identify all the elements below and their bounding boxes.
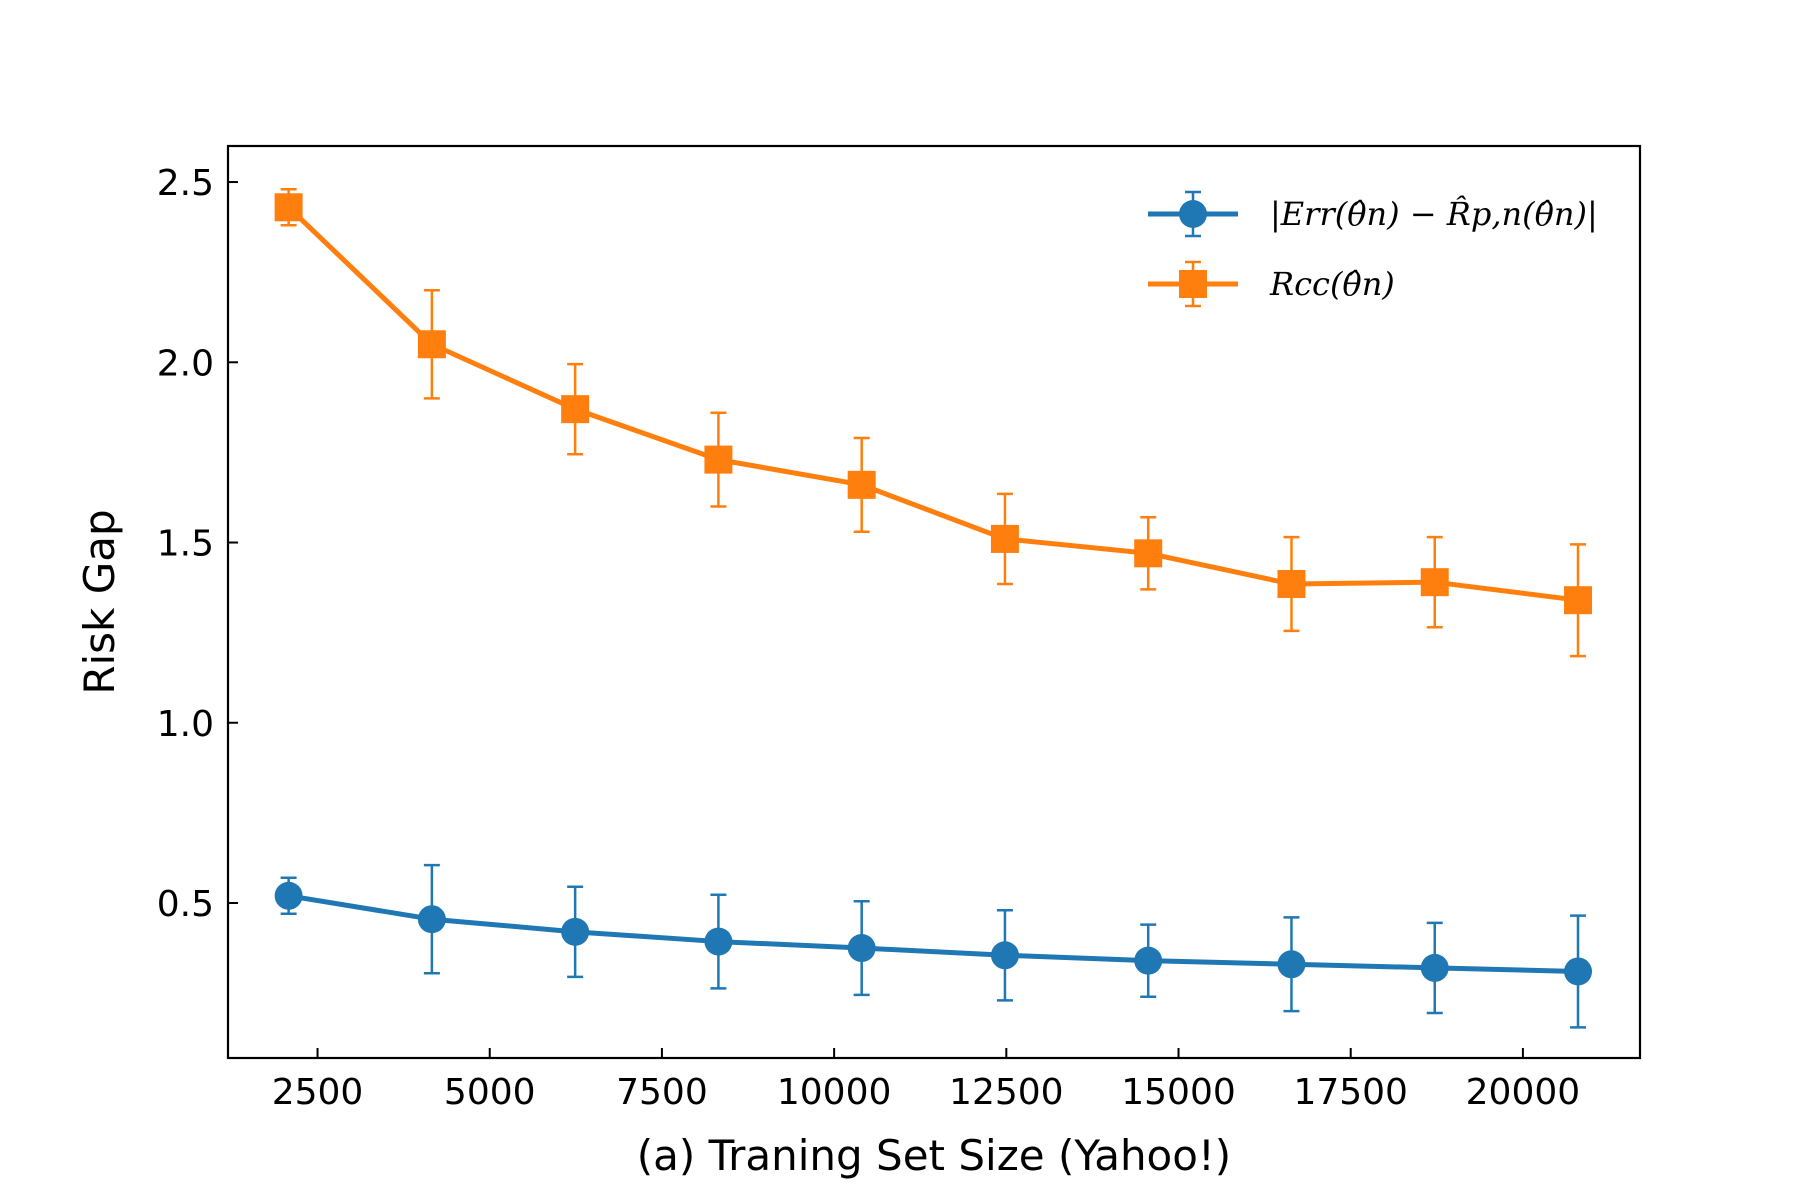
data-point — [274, 881, 303, 910]
y-tick-label: 2.5 — [157, 163, 214, 204]
series-1 — [274, 863, 1593, 1029]
data-point — [561, 917, 590, 946]
data-point — [990, 524, 1019, 553]
data-point — [561, 395, 590, 424]
y-axis-label: Risk Gap — [75, 509, 124, 694]
legend-item-1: |Err(θ̂n) − R̂p,n(θ̂n)| — [1148, 190, 1598, 238]
data-point — [847, 470, 876, 499]
data-point — [847, 934, 876, 963]
x-tick-label: 12500 — [949, 1072, 1064, 1113]
data-point — [1134, 946, 1163, 975]
axes-frame — [226, 144, 1642, 1060]
data-point — [1420, 568, 1449, 597]
x-tick-label: 7500 — [616, 1072, 708, 1113]
y-tick-label: 1.0 — [157, 704, 214, 745]
data-point — [1564, 586, 1593, 615]
y-tick-label: 0.5 — [157, 884, 214, 925]
legend-item-2: Rcc(θ̂n) — [1148, 260, 1395, 308]
series-line — [286, 205, 1579, 603]
legend-marker — [1179, 200, 1207, 228]
ticks-layer: 2500 5000 7500 10000 12500 15000 17500 20000 0.5… — [157, 163, 1580, 1113]
legend-marker — [1179, 270, 1207, 298]
legend-label: |Err(θ̂n) − R̂p,n(θ̂n)| — [1270, 195, 1598, 233]
data-point — [417, 905, 446, 934]
x-tick-label: 2500 — [272, 1072, 364, 1113]
x-axis-label: (a) Traning Set Size (Yahoo!) — [637, 1131, 1231, 1180]
series-line — [288, 893, 1579, 974]
data-point — [1277, 950, 1306, 979]
legend-label: Rcc(θ̂n) — [1269, 265, 1395, 303]
data-point — [1420, 953, 1449, 982]
data-point — [1564, 957, 1593, 986]
y-tick-label: 2.0 — [157, 343, 214, 384]
x-tick-label: 20000 — [1466, 1072, 1581, 1113]
y-tick-label: 1.5 — [157, 524, 214, 565]
data-point — [417, 330, 446, 359]
x-tick-label: 10000 — [777, 1072, 892, 1113]
series-2 — [274, 188, 1593, 658]
data-point — [704, 927, 733, 956]
data-point — [1277, 569, 1306, 598]
x-tick-label: 15000 — [1121, 1072, 1236, 1113]
x-tick-label: 5000 — [444, 1072, 536, 1113]
data-point — [1134, 539, 1163, 568]
x-tick-label: 17500 — [1293, 1072, 1408, 1113]
legend: |Err(θ̂n) − R̂p,n(θ̂n)| Rcc(θ̂n) — [1148, 190, 1598, 308]
data-point — [704, 445, 733, 474]
series-layer — [274, 188, 1593, 1029]
data-point — [274, 193, 303, 222]
data-point — [990, 941, 1019, 970]
